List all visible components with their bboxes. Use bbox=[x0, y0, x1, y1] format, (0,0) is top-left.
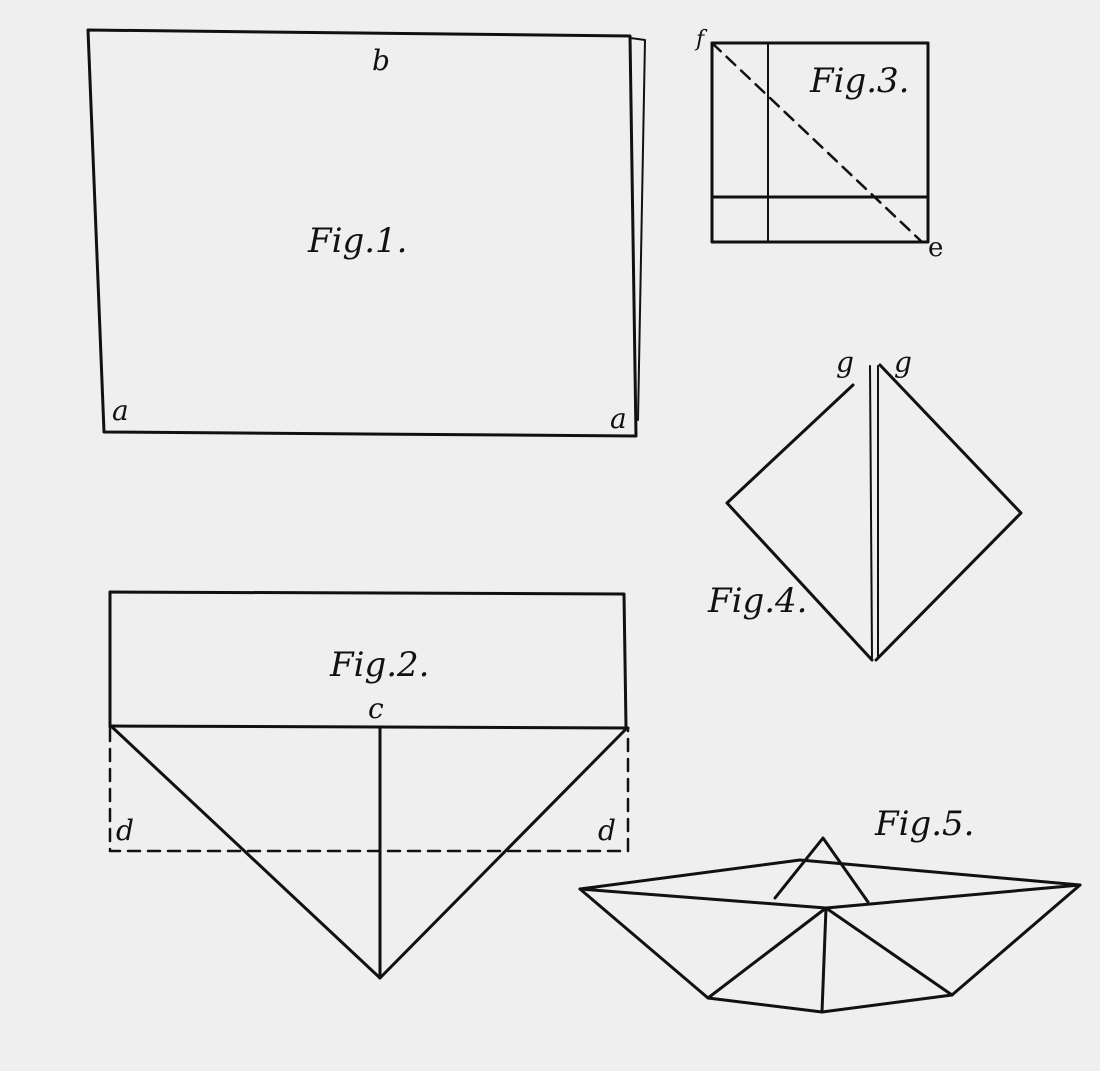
fig3-square bbox=[710, 41, 930, 244]
fig4-right-half bbox=[874, 363, 1023, 662]
fig5-label: Fig.5. bbox=[874, 804, 974, 844]
fig2-fold-line bbox=[108, 724, 630, 730]
fig2-point-d-left: d bbox=[116, 814, 134, 847]
figure-2: c d d Fig.2. bbox=[108, 590, 630, 980]
fig3-diagonal-fold bbox=[710, 41, 924, 244]
fig1-point-b: b bbox=[372, 44, 390, 77]
fig3-point-e: e bbox=[928, 233, 943, 263]
figure-4: g g Fig.4. bbox=[707, 346, 1023, 662]
fig1-point-a-left: a bbox=[112, 394, 129, 427]
fig4-label: Fig.4. bbox=[707, 581, 807, 621]
fig1-point-a-right: a bbox=[610, 402, 627, 435]
fig4-point-g-right: g bbox=[894, 346, 912, 379]
fig2-point-d-right: d bbox=[598, 814, 616, 847]
fig4-left-half bbox=[725, 383, 874, 662]
fig3-label: Fig.3. bbox=[809, 61, 909, 101]
fig1-label: Fig.1. bbox=[307, 221, 407, 261]
fig2-triangle bbox=[110, 725, 628, 980]
fig5-hull-folds bbox=[706, 906, 954, 1014]
figure-1: b a a Fig.1. bbox=[86, 28, 646, 438]
fig1-back-layer-edge bbox=[629, 37, 646, 421]
fig3-point-f: f bbox=[694, 27, 708, 52]
fig2-label: Fig.2. bbox=[329, 645, 429, 685]
fig5-boat-rim bbox=[578, 858, 1082, 910]
fig4-center-fold bbox=[869, 365, 879, 659]
fig1-sheet-outline bbox=[86, 28, 638, 438]
fig2-upper-band bbox=[108, 590, 628, 729]
fig5-hull bbox=[578, 883, 1082, 1014]
figure-5: Fig.5. bbox=[578, 804, 1082, 1014]
fig2-point-c: c bbox=[368, 692, 384, 725]
figure-3: f e Fig.3. bbox=[694, 27, 943, 263]
fig4-point-g-left: g bbox=[836, 346, 854, 379]
fig2-dashed-outline bbox=[108, 727, 630, 853]
fig5-sail bbox=[773, 836, 870, 904]
